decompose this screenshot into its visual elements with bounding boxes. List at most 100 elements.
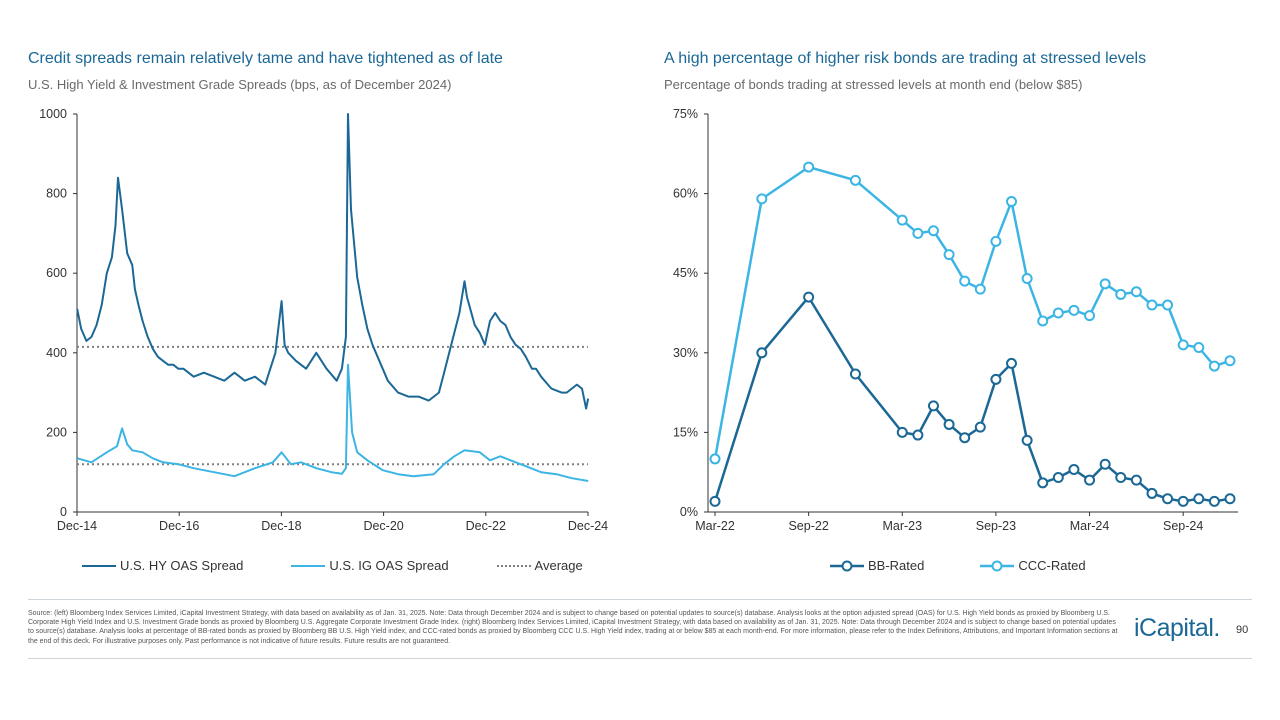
right-legend: BB-Rated CCC-Rated [830, 558, 1134, 573]
right-y-tick-label: 30% [673, 346, 698, 360]
bb-rated-point [912, 429, 924, 441]
ig-spread-line [76, 363, 589, 482]
legend-swatch-hy [82, 564, 116, 567]
bb-rated-point [1021, 434, 1033, 446]
ccc-rated-point [943, 249, 955, 261]
bb-rated-point [896, 426, 908, 438]
bb-rated-point [1068, 464, 1080, 476]
left-y-tick-label: 600 [46, 266, 67, 280]
left-x-tick-label: Dec-22 [466, 519, 506, 533]
legend-label-ccc: CCC-Rated [1018, 558, 1086, 573]
ccc-rated-point [912, 227, 924, 239]
bb-rated-point [1084, 474, 1096, 486]
ccc-rated-point [1068, 304, 1080, 316]
bb-rated-line [713, 295, 1231, 503]
footer-divider-top [28, 599, 1252, 600]
left-chart-subtitle: U.S. High Yield & Investment Grade Sprea… [28, 77, 452, 92]
ccc-rated-point [1146, 299, 1158, 311]
left-y-tick-label: 1000 [39, 107, 67, 121]
bb-rated-point [974, 421, 986, 433]
ccc-rated-point [1021, 273, 1033, 285]
legend-item-ccc: CCC-Rated [980, 558, 1086, 573]
ccc-rated-point [1099, 278, 1111, 290]
ccc-rated-point [1052, 307, 1064, 319]
source-note: Source: (left) Bloomberg Index Services … [28, 610, 1118, 645]
right-x-tick-label: Sep-23 [976, 519, 1016, 533]
bb-rated-point [927, 400, 939, 412]
bb-rated-point [1208, 495, 1220, 507]
left-legend: U.S. HY OAS Spread U.S. IG OAS Spread Av… [82, 558, 631, 573]
hy-spread-line [76, 113, 590, 410]
bb-rated-point [1115, 472, 1127, 484]
ccc-rated-point [803, 161, 815, 173]
right-x-tick-label: Mar-22 [695, 519, 735, 533]
right-y-tick-label: 15% [673, 425, 698, 439]
legend-item-bb: BB-Rated [830, 558, 924, 573]
legend-swatch-bb [830, 560, 864, 571]
left-x-tick-label: Dec-18 [261, 519, 301, 533]
legend-label-ig: U.S. IG OAS Spread [329, 558, 449, 573]
legend-label-hy: U.S. HY OAS Spread [120, 558, 244, 573]
left-y-tick-label: 0 [60, 505, 67, 519]
bb-rated-point [990, 373, 1002, 385]
legend-item-hy: U.S. HY OAS Spread [82, 558, 243, 573]
legend-swatch-average [496, 564, 531, 567]
ccc-rated-point [959, 275, 971, 287]
right-x-tick-label: Sep-24 [1163, 519, 1203, 533]
ccc-rated-point [1193, 341, 1205, 353]
ccc-rated-point [927, 225, 939, 237]
bb-rated-point [756, 347, 768, 359]
bb-rated-point [1193, 493, 1205, 505]
ccc-rated-point [896, 214, 908, 226]
left-x-tick-label: Dec-24 [568, 519, 608, 533]
right-chart-subtitle: Percentage of bonds trading at stressed … [664, 77, 1083, 92]
right-y-tick-label: 75% [673, 107, 698, 121]
right-y-tick-label: 45% [673, 266, 698, 280]
left-y-tick-label: 400 [46, 346, 67, 360]
ccc-rated-point [974, 283, 986, 295]
right-x-tick-label: Sep-22 [788, 519, 828, 533]
legend-swatch-ig [291, 564, 326, 567]
left-y-tick-label: 800 [46, 187, 67, 201]
ccc-rated-line [713, 165, 1231, 460]
left-x-tick-label: Dec-16 [159, 519, 199, 533]
bb-rated-point [1037, 477, 1049, 489]
left-y-tick-label: 200 [46, 425, 67, 439]
right-y-tick-label: 0% [680, 505, 698, 519]
legend-item-average: Average [496, 558, 583, 573]
right-x-tick-label: Mar-23 [882, 519, 922, 533]
ccc-rated-point [1006, 196, 1018, 208]
bb-rated-point [1006, 357, 1018, 369]
footer-divider-bottom [28, 658, 1252, 659]
right-chart-title: A high percentage of higher risk bonds a… [664, 50, 1147, 67]
ccc-rated-point [1130, 286, 1142, 298]
ccc-rated-point [1162, 299, 1174, 311]
bb-rated-point [849, 368, 861, 380]
legend-label-average: Average [534, 558, 583, 573]
bb-rated-point [1162, 493, 1174, 505]
ccc-rated-point [990, 235, 1002, 247]
legend-item-ig: U.S. IG OAS Spread [291, 558, 449, 573]
ccc-rated-point [1115, 288, 1127, 300]
bb-rated-point [709, 495, 721, 507]
right-y-tick-label: 60% [673, 187, 698, 201]
ccc-rated-point [1177, 339, 1189, 351]
bb-rated-point [1130, 474, 1142, 486]
bb-rated-point [943, 418, 955, 430]
ccc-rated-point [709, 453, 721, 465]
left-x-tick-label: Dec-20 [363, 519, 403, 533]
left-x-tick-label: Dec-14 [57, 519, 97, 533]
bb-rated-point [1052, 472, 1064, 484]
ccc-rated-point [1037, 315, 1049, 327]
page-number: 90 [1236, 624, 1249, 636]
bb-rated-point [1099, 458, 1111, 470]
bb-rated-point [803, 291, 815, 303]
ccc-rated-point [1208, 360, 1220, 372]
legend-label-bb: BB-Rated [868, 558, 925, 573]
right-x-tick-label: Mar-24 [1070, 519, 1110, 533]
ccc-rated-point [1224, 355, 1236, 367]
ccc-rated-point [756, 193, 768, 205]
bb-rated-point [1224, 493, 1236, 505]
icapital-logo: iCapital. [1134, 614, 1220, 642]
ccc-rated-point [849, 174, 861, 186]
